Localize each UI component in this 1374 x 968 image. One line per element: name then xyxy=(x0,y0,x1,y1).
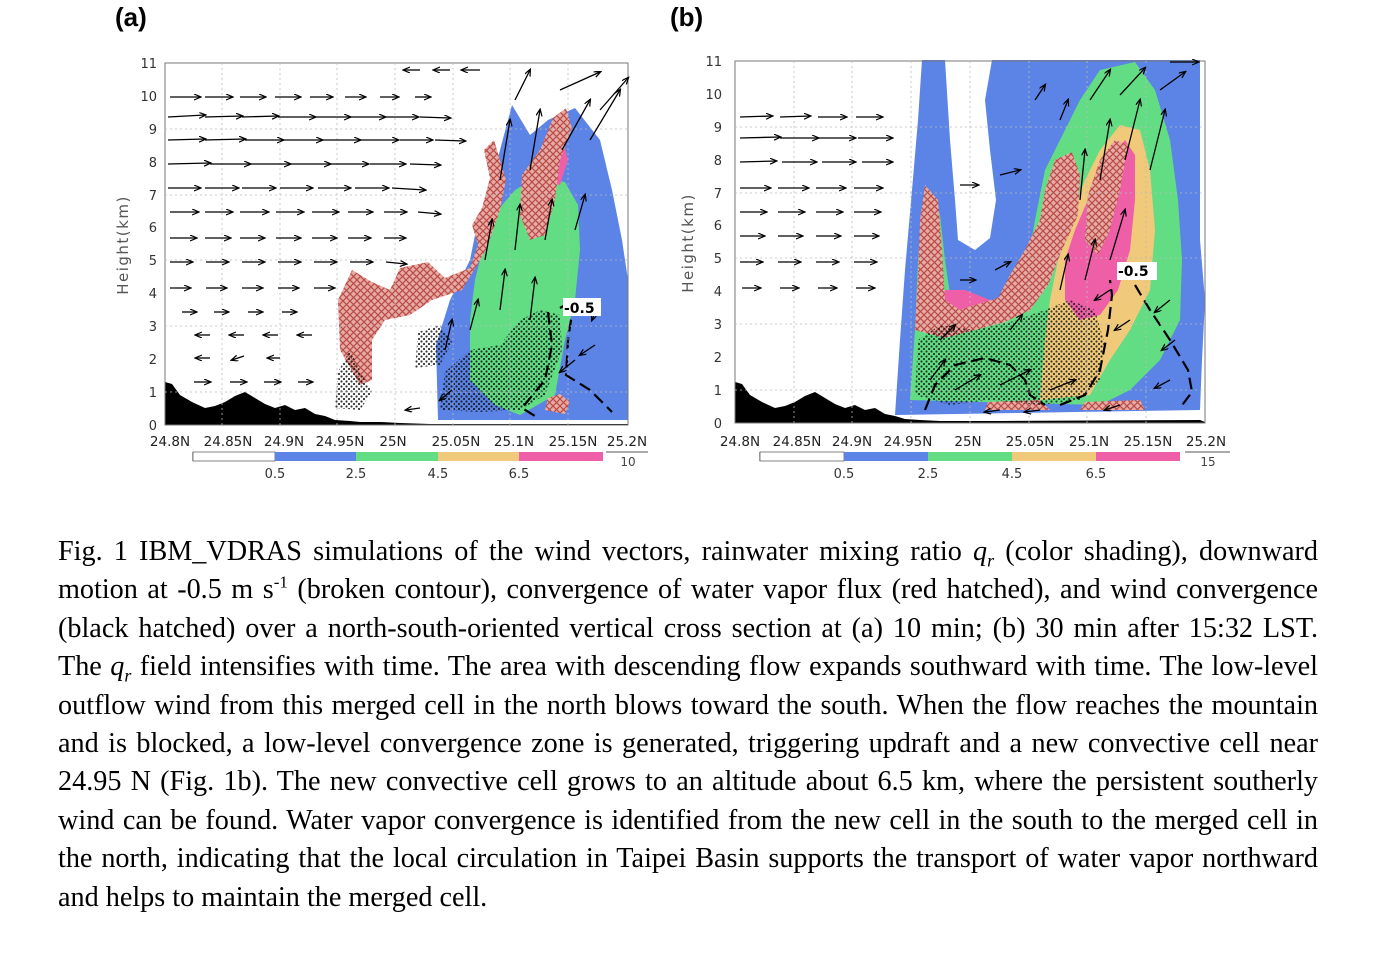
colorbar-ticks-b: 0.5 2.5 4.5 6.5 xyxy=(834,467,1107,482)
wind-convergence-a2 xyxy=(440,310,562,412)
colorbar-tick-a-3: 6.5 xyxy=(509,467,530,482)
gridlines-a xyxy=(165,63,628,425)
y-tick-a-1: 1 xyxy=(149,386,157,401)
panel-label-a: (a) xyxy=(115,2,147,32)
x-tick-a-4: 25N xyxy=(379,434,406,450)
y-tick-a-6: 6 xyxy=(149,221,157,236)
gridlines-b xyxy=(735,61,1205,423)
contour-label-a: -0.5 xyxy=(564,301,595,317)
colorbar-tick-a-1: 2.5 xyxy=(346,467,367,482)
y-tick-a-5: 5 xyxy=(149,254,157,269)
wind-convergence-b xyxy=(915,300,1105,405)
x-tick-b-4: 25N xyxy=(954,434,981,450)
y-ticks-b: 0 1 2 3 4 5 6 7 8 9 10 11 xyxy=(705,55,722,432)
y-tick-b-11: 11 xyxy=(705,55,722,70)
plot-frame-a xyxy=(164,62,629,426)
x-ticks-a: 24.8N 24.85N 24.9N 24.95N 25N 25.05N 25.… xyxy=(150,434,647,450)
x-tick-a-2: 24.9N xyxy=(264,434,304,450)
y-tick-a-4: 4 xyxy=(149,287,157,302)
y-tick-b-0: 0 xyxy=(714,417,722,432)
figure-canvas: -0.5 0 1 2 3 4 5 6 7 8 9 10 11 Height(km… xyxy=(114,55,1230,482)
x-tick-b-8: 25.2N xyxy=(1186,434,1226,450)
panel-b: -0.5 0 1 2 3 4 5 6 7 8 9 10 11 Height(km… xyxy=(679,55,1230,482)
figure-caption: Fig. 1 IBM_VDRAS simulations of the wind… xyxy=(58,533,1318,917)
colorbar-tick-b-0: 0.5 xyxy=(834,467,855,482)
vapor-flux-convergence-a3 xyxy=(545,394,570,414)
x-tick-b-2: 24.9N xyxy=(832,434,872,450)
y-tick-a-2: 2 xyxy=(149,353,157,368)
y-tick-b-5: 5 xyxy=(714,252,722,267)
colorbar-ticks-a: 0.5 2.5 4.5 6.5 xyxy=(265,467,530,482)
downward-motion-contour-a xyxy=(520,297,613,417)
vapor-flux-convergence-b2 xyxy=(1085,140,1128,255)
terrain-b xyxy=(735,382,1205,423)
y-tick-a-11: 11 xyxy=(140,57,157,72)
colorbar-tick-b-1: 2.5 xyxy=(918,467,939,482)
y-tick-b-4: 4 xyxy=(714,285,722,300)
y-tick-b-8: 8 xyxy=(714,154,722,169)
x-tick-a-5: 25.05N xyxy=(432,434,481,450)
y-tick-b-6: 6 xyxy=(714,219,722,234)
caption-r-subscript-2: r xyxy=(124,665,132,686)
caption-part-2: (color shading), downward motion at -0.5… xyxy=(58,536,1318,606)
x-tick-a-0: 24.8N xyxy=(150,434,190,450)
vapor-flux-convergence-b xyxy=(915,152,1080,338)
x-tick-b-1: 24.85N xyxy=(773,434,822,450)
x-tick-a-8: 25.2N xyxy=(607,434,647,450)
x-tick-a-1: 24.85N xyxy=(204,434,253,450)
y-axis-label-a: Height(km) xyxy=(114,195,132,295)
wind-vectors-a xyxy=(167,70,628,410)
caption-part-1: Fig. 1 IBM_VDRAS simulations of the wind… xyxy=(58,536,973,567)
y-tick-a-3: 3 xyxy=(149,320,157,335)
caption-superscript: -1 xyxy=(273,573,288,593)
y-tick-b-1: 1 xyxy=(714,384,722,399)
y-ticks-a: 0 1 2 3 4 5 6 7 8 9 10 11 xyxy=(140,57,157,434)
panel-a: -0.5 0 1 2 3 4 5 6 7 8 9 10 11 Height(km… xyxy=(114,57,648,482)
contour-label-bg-b xyxy=(1117,262,1157,280)
wind-convergence-a3 xyxy=(335,350,372,410)
colorbar-tick-a-0: 0.5 xyxy=(265,467,286,482)
colorbar-tick-b-3: 6.5 xyxy=(1086,467,1107,482)
colorbar-tick-b-2: 4.5 xyxy=(1002,467,1023,482)
x-tick-a-7: 25.15N xyxy=(549,434,598,450)
caption-part-3: (broken contour), convergence of water v… xyxy=(58,574,1318,683)
vapor-flux-convergence-a2 xyxy=(520,108,572,240)
y-tick-a-7: 7 xyxy=(149,189,157,204)
contour-label-bg-a xyxy=(563,298,601,316)
colorbar-b xyxy=(759,451,1180,462)
x-tick-b-5: 25.05N xyxy=(1006,434,1055,450)
x-tick-a-3: 24.95N xyxy=(316,434,365,450)
y-tick-a-0: 0 xyxy=(149,419,157,434)
y-tick-a-9: 9 xyxy=(149,123,157,138)
y-tick-b-2: 2 xyxy=(714,351,722,366)
caption-q-symbol-2: q xyxy=(110,651,125,683)
vector-ref-label-a: 10 xyxy=(620,455,635,469)
vector-ref-label-b: 15 xyxy=(1200,455,1215,469)
vapor-flux-convergence-a xyxy=(338,140,506,385)
colorbar-a xyxy=(192,451,603,462)
y-tick-b-7: 7 xyxy=(714,187,722,202)
x-tick-b-6: 25.1N xyxy=(1069,434,1109,450)
colorbar-tick-a-2: 4.5 xyxy=(428,467,449,482)
caption-r-subscript: r xyxy=(987,550,995,571)
terrain-a xyxy=(165,382,628,425)
y-tick-b-9: 9 xyxy=(714,121,722,136)
caption-part-4: field intensifies with time. The area wi… xyxy=(58,651,1319,913)
y-tick-a-10: 10 xyxy=(140,90,157,105)
panel-label-b: (b) xyxy=(670,2,704,32)
x-ticks-b: 24.8N 24.85N 24.9N 24.95N 25N 25.05N 25.… xyxy=(720,434,1226,450)
x-tick-b-3: 24.95N xyxy=(884,434,933,450)
x-tick-a-6: 25.1N xyxy=(494,434,534,450)
contour-label-b: -0.5 xyxy=(1118,264,1149,280)
vapor-flux-convergence-b4 xyxy=(1080,400,1145,410)
x-tick-b-7: 25.15N xyxy=(1124,434,1173,450)
y-axis-label-b: Height(km) xyxy=(679,193,697,293)
y-tick-a-8: 8 xyxy=(149,156,157,171)
y-tick-b-10: 10 xyxy=(705,88,722,103)
caption-q-symbol: q xyxy=(973,536,988,567)
x-tick-b-0: 24.8N xyxy=(720,434,760,450)
y-tick-b-3: 3 xyxy=(714,318,722,333)
wind-vectors-b xyxy=(739,62,1198,412)
wind-convergence-a xyxy=(415,325,452,368)
